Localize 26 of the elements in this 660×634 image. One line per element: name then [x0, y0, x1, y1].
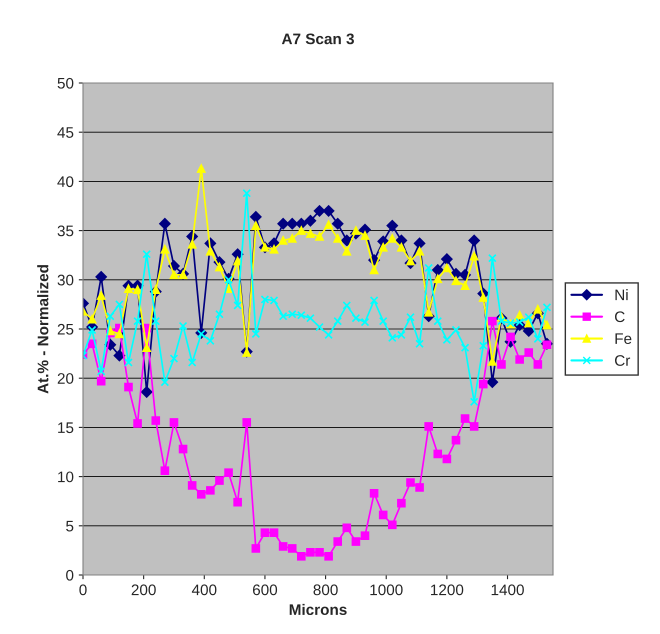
y-tick-label: 20: [58, 373, 74, 384]
legend-label: C: [615, 311, 625, 322]
legend-label: Fe: [615, 333, 632, 344]
y-tick-label: 25: [58, 324, 74, 335]
x-tick-label: 800: [314, 584, 338, 596]
x-tick-label: 1000: [370, 584, 403, 596]
chart-title: A7 Scan 3: [282, 33, 354, 44]
x-tick-label: 400: [192, 584, 216, 596]
y-tick-label: 40: [57, 176, 74, 188]
y-axis-title: At.% - Normalized: [37, 265, 48, 394]
y-tick-label: 30: [58, 274, 74, 286]
legend-label: Cr: [615, 355, 630, 366]
y-tick-label: 10: [58, 471, 74, 482]
y-tick-label: 5: [66, 520, 74, 532]
y-tick-label: 15: [58, 422, 74, 434]
x-tick-label: 1400: [492, 584, 524, 596]
x-tick-label: 600: [252, 584, 278, 596]
legend-label: Ni: [615, 289, 628, 300]
x-tick-label: 200: [132, 584, 156, 596]
x-tick-label: 0: [79, 584, 87, 596]
y-tick-label: 0: [66, 570, 74, 581]
y-tick-label: 35: [58, 225, 74, 236]
y-tick-label: 50: [58, 78, 74, 89]
y-tick-label: 45: [57, 127, 74, 138]
x-tick-label: 1200: [431, 584, 464, 596]
x-axis-title: Microns: [290, 604, 347, 616]
